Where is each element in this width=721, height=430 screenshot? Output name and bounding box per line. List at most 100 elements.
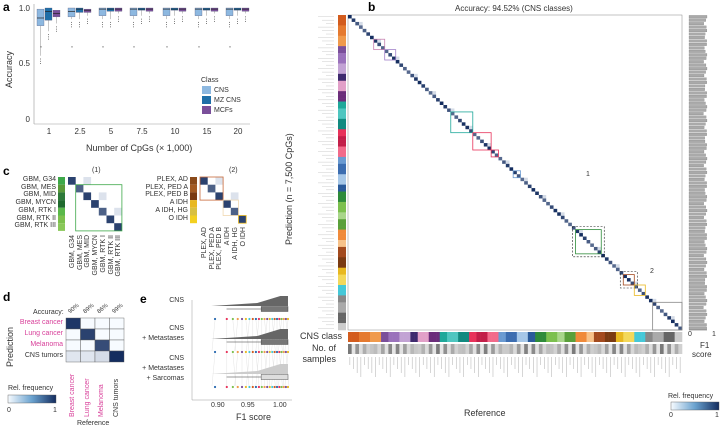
c1-row-label: GBM, MID <box>23 191 56 199</box>
diagonal-cell <box>604 257 609 261</box>
sample-count-cell <box>619 344 624 354</box>
f1-bar <box>688 22 704 26</box>
f1-bar <box>688 222 708 226</box>
highlight-box <box>619 271 638 289</box>
class-color-strip-cell <box>338 153 346 158</box>
outlier <box>174 18 175 20</box>
class-color-strip-cell <box>338 39 346 43</box>
d-ylabel: Prediction <box>5 326 15 367</box>
class-color-strip-cell <box>338 53 346 57</box>
class-color-strip-cell <box>381 332 386 342</box>
diagonal-cell <box>601 253 605 258</box>
sample-count-cell <box>630 344 635 354</box>
e-point <box>263 385 266 389</box>
e-point <box>213 350 217 354</box>
sample-count-cell <box>395 344 400 354</box>
class-color-strip-cell <box>494 332 499 342</box>
f1-bar <box>688 219 707 223</box>
sample-count-cell <box>601 344 606 354</box>
outlier <box>174 20 175 22</box>
sample-count-cell <box>505 344 510 354</box>
sample-count-cell <box>436 344 441 354</box>
sample-count-cell <box>502 344 507 354</box>
sample-count-cell <box>392 344 397 354</box>
d-colorbar-label: Rel. frequency <box>8 385 54 392</box>
class-color-strip-cell <box>338 163 346 168</box>
outlier <box>229 26 230 28</box>
c2-title: (2) <box>229 167 238 174</box>
class-color-strip-cell <box>338 18 346 23</box>
diagonal-cell <box>586 240 591 244</box>
outlier <box>166 46 168 48</box>
f1-bar <box>688 226 706 230</box>
class-color-strip-cell <box>338 98 346 102</box>
a-xtick: 20 <box>233 127 243 136</box>
class-group-box <box>633 284 646 296</box>
e-point <box>266 317 269 321</box>
outlier <box>102 46 104 48</box>
panel-label-d: d <box>3 290 11 304</box>
class-color-strip-cell <box>338 323 346 327</box>
sample-count-cell <box>443 344 448 354</box>
box-MCFs <box>145 7 154 12</box>
class-color-strip-cell <box>428 332 433 342</box>
class-color-strip-cell <box>454 332 459 342</box>
sample-count-cell <box>538 344 543 354</box>
diagonal-cell <box>447 108 451 112</box>
f1-bar <box>688 157 708 161</box>
f1-bar <box>688 295 706 299</box>
class-group-box <box>384 49 397 61</box>
sample-count-cell <box>414 344 419 354</box>
box-MCFs <box>210 7 219 12</box>
c2-diag-cell <box>238 215 247 224</box>
f1-bar <box>688 299 708 303</box>
e-point <box>280 317 283 321</box>
b-colorbar <box>670 401 720 411</box>
outlier <box>71 26 72 28</box>
diagonal-cell <box>439 101 444 105</box>
class-color-strip-cell <box>560 332 565 342</box>
class-color-strip-cell <box>338 125 346 130</box>
class-color-strip-cell <box>338 42 346 47</box>
class-color-strip-cell <box>487 332 492 342</box>
diagonal-cell <box>678 326 682 330</box>
a-xtick: 2.5 <box>74 127 86 136</box>
f1-bar <box>688 63 707 67</box>
class-color-strip-cell <box>366 332 371 342</box>
sample-count-cell <box>509 344 514 354</box>
f1-bar <box>688 167 707 171</box>
e-link <box>255 352 260 387</box>
c2-diag-cell <box>215 192 224 201</box>
e-point <box>268 385 271 389</box>
f1-bar <box>688 70 706 74</box>
class-color-strip-cell <box>338 25 346 30</box>
d-accuracy-label: Accuracy: <box>33 309 64 316</box>
class-color-strip-cell <box>652 332 657 342</box>
outlier <box>79 24 80 26</box>
outlier <box>141 18 142 20</box>
d-cell <box>80 317 96 330</box>
e-point <box>231 350 234 354</box>
class-group-box <box>652 301 683 331</box>
panel-label-a: a <box>3 0 10 14</box>
class-color-strip-cell <box>338 73 346 78</box>
class-color-strip-cell <box>421 332 426 342</box>
class-color-strip-cell <box>338 195 346 199</box>
diagonal-cell <box>480 139 484 144</box>
sample-count-cell <box>557 344 562 354</box>
sample-count-cell <box>549 344 554 354</box>
d-colorbar <box>7 394 57 404</box>
diagonal-cell <box>564 219 569 223</box>
d-colorbar-tick: 0 <box>7 407 11 414</box>
f1-bar <box>688 306 704 309</box>
class-color-strip-cell <box>406 332 411 342</box>
d-cell <box>109 350 125 363</box>
outlier <box>40 46 42 48</box>
sample-count-cell <box>454 344 459 354</box>
class-color-strip-cell <box>338 250 346 255</box>
diagonal-cell <box>458 118 462 123</box>
class-color-strip-cell <box>571 332 576 342</box>
e-point <box>231 317 234 321</box>
diagonal-cell <box>527 184 532 189</box>
e-group-label: + Metastases <box>142 365 184 372</box>
